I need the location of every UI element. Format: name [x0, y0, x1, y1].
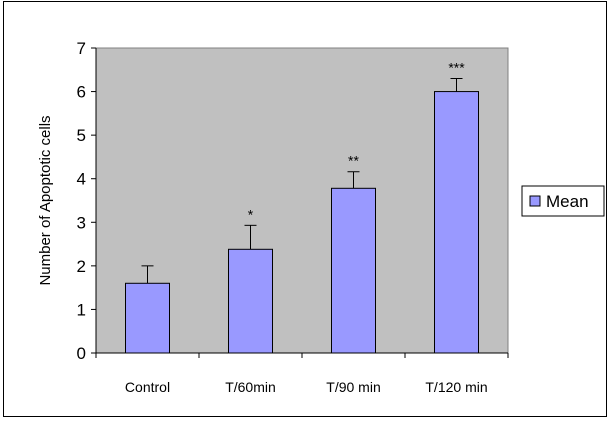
x-tick-label: Control	[125, 379, 170, 395]
bar	[125, 282, 170, 354]
legend-box	[521, 185, 605, 217]
x-tick-label: T/90 min	[326, 379, 380, 395]
legend-swatch	[529, 195, 541, 207]
chart-frame: 0 1 2 3 4 5 6 7 Number of Apoptotic cells Control…	[3, 1, 607, 417]
y-tick-label: 0	[77, 344, 86, 363]
x-tick-label: T/60min	[225, 379, 276, 395]
y-tick-label: 1	[77, 300, 86, 319]
y-tick-label: 2	[77, 257, 86, 276]
significance-label: ***	[448, 60, 465, 76]
y-tick-label: 5	[77, 126, 86, 145]
y-tick-label: 7	[77, 39, 86, 58]
y-tick-label: 4	[77, 170, 86, 189]
significance-label: **	[348, 153, 359, 169]
x-tick-label: T/120 min	[425, 379, 487, 395]
y-tick-label: 6	[77, 83, 86, 102]
bar-chart: 0 1 2 3 4 5 6 7 Number of Apoptotic cells Control…	[37, 39, 605, 395]
bar	[331, 187, 376, 354]
bar	[434, 91, 479, 354]
legend-label: Mean	[546, 192, 589, 211]
y-axis-title: Number of Apoptotic cells	[37, 115, 54, 285]
bar	[228, 248, 273, 354]
y-tick-label: 3	[77, 213, 86, 232]
significance-label: *	[248, 206, 254, 222]
